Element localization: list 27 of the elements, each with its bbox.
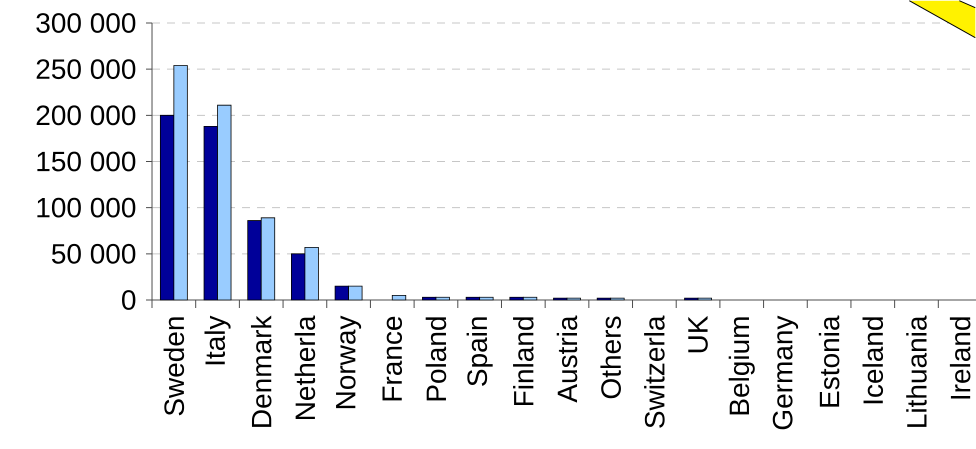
y-tick-label: 100 000	[37, 198, 136, 218]
x-tick-label: Ireland	[950, 317, 970, 399]
x-tick-label: Others	[600, 316, 621, 398]
x-tick-label: France	[382, 316, 402, 400]
x-tick-label: Switzerla	[644, 316, 665, 428]
x-tick-label: Sweden	[164, 317, 184, 416]
x-tick-label: Estonia	[818, 316, 840, 407]
x-tick-label: Iceland	[862, 317, 884, 404]
y-tick-label: 150 000	[37, 152, 136, 172]
x-tick-label: Denmark	[250, 316, 272, 427]
x-tick-label: UK	[688, 316, 708, 352]
y-tick-label: 300 000	[36, 13, 136, 33]
x-tick-label: Germany	[772, 316, 798, 430]
y-tick-label: 50 000	[52, 244, 136, 264]
x-tick-label: Lithuania	[906, 316, 927, 427]
x-tick-label: Spain	[466, 317, 493, 386]
y-tick-label: 0	[122, 290, 136, 310]
x-tick-label: Norway	[336, 316, 362, 408]
x-tick-label: Belgium	[728, 317, 755, 414]
x-tick-label: Austria	[556, 316, 578, 403]
x-tick-label: Netherla	[294, 316, 316, 420]
x-tick-label: Finland	[513, 317, 534, 406]
y-tick-label: 200 000	[36, 105, 136, 126]
y-tick-label: 250 000	[36, 59, 136, 80]
bar	[392, 294, 406, 300]
x-tick-label: Italy	[204, 316, 231, 364]
x-tick-label: Poland	[426, 317, 446, 400]
